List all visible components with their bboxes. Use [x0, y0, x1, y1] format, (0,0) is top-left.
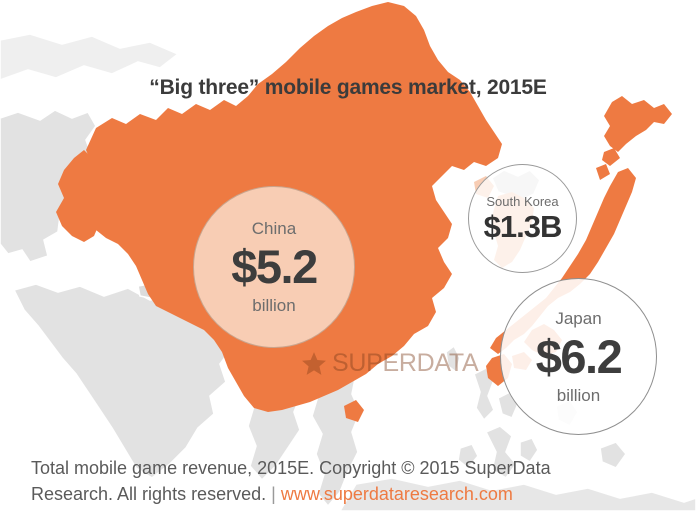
bubble-label-south-korea: South Korea — [486, 194, 559, 209]
bubble-unit-japan: billion — [556, 385, 601, 405]
watermark-text: SUPERDATA — [332, 349, 479, 377]
bubble-unit-china: billion — [252, 296, 296, 315]
star-icon — [302, 351, 326, 375]
bubble-value-south-korea: $1.3B — [483, 209, 563, 244]
superdata-watermark: SUPERDATA — [301, 349, 479, 378]
footer-line-2: Research. All rights reserved. — [31, 484, 267, 504]
data-bubble-china: China $5.2 billion — [193, 186, 355, 348]
bubble-value-japan: $6.2 — [535, 329, 623, 383]
data-bubble-south-korea: South Korea $1.3B — [468, 164, 577, 273]
page-title: “Big three” mobile games market, 2015E — [149, 76, 547, 99]
bubble-label-china: China — [251, 219, 297, 238]
bubble-value-china: $5.2 — [231, 240, 318, 293]
footer-credit: Total mobile game revenue, 2015E. Copyri… — [31, 455, 671, 507]
footer-line-1: Total mobile game revenue, 2015E. Copyri… — [31, 458, 551, 478]
footer-url-link[interactable]: www.superdataresearch.com — [280, 484, 513, 504]
footer-separator: | — [271, 484, 276, 504]
data-bubble-japan: Japan $6.2 billion — [500, 278, 657, 435]
bubble-label-japan: Japan — [555, 308, 602, 328]
